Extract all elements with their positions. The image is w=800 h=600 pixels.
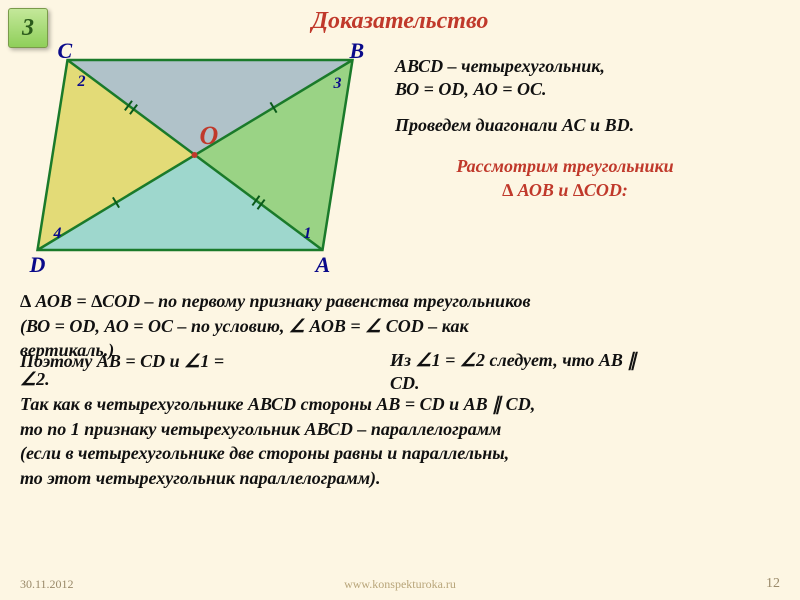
footer-url: www.konspekturoka.ru xyxy=(0,577,800,592)
given-line1: АВСD – четырехугольник, xyxy=(395,56,605,76)
consider-line1: Рассмотрим треугольники xyxy=(456,156,673,176)
svg-text:4: 4 xyxy=(53,225,62,242)
proof-body: ∆ АОВ = ∆СОD – по первому признаку равен… xyxy=(20,290,780,491)
proof-p3lc: ∠2. xyxy=(20,369,50,389)
proof-p1: ∆ АОВ = ∆СОD – по первому признаку равен… xyxy=(20,290,780,313)
svg-text:В: В xyxy=(349,40,365,63)
proof-title: Доказательство xyxy=(0,8,800,35)
step-construct: Проведем диагонали АС и ВD. xyxy=(395,114,790,137)
footer-page: 12 xyxy=(766,576,780,592)
side-text: АВСD – четырехугольник, ВО = ОD, АО = ОС… xyxy=(395,55,790,202)
step-badge: 3 xyxy=(8,8,48,48)
given-line2: ВО = ОD, АО = ОС. xyxy=(395,79,547,99)
proof-p3ra: Из ∠1 = ∠2 следует, что АВ ∥ xyxy=(390,350,636,370)
svg-text:D: D xyxy=(29,252,46,277)
geometry-diagram: С В D А О 1 2 3 4 xyxy=(15,40,385,280)
svg-text:А: А xyxy=(314,252,331,277)
proof-p6: (если в четырехугольнике две стороны рав… xyxy=(20,442,780,465)
proof-p3lb: Поэтому АВ = СD и ∠1 = xyxy=(20,351,224,371)
proof-p3rb: СD. xyxy=(390,373,420,393)
svg-text:С: С xyxy=(58,40,73,63)
svg-text:2: 2 xyxy=(77,73,86,90)
proof-p2: (ВО = ОD, АО = ОС – по условию, ∠ АОВ = … xyxy=(20,315,780,338)
proof-p7: то этот четырехугольник параллелограмм). xyxy=(20,467,780,490)
svg-text:3: 3 xyxy=(333,75,342,92)
svg-text:1: 1 xyxy=(304,225,312,242)
svg-text:О: О xyxy=(200,121,219,150)
proof-p5: то по 1 признаку четырехугольник АВСD – … xyxy=(20,418,780,441)
consider-line2: ∆ АОВ и ∆СОD: xyxy=(502,180,628,200)
